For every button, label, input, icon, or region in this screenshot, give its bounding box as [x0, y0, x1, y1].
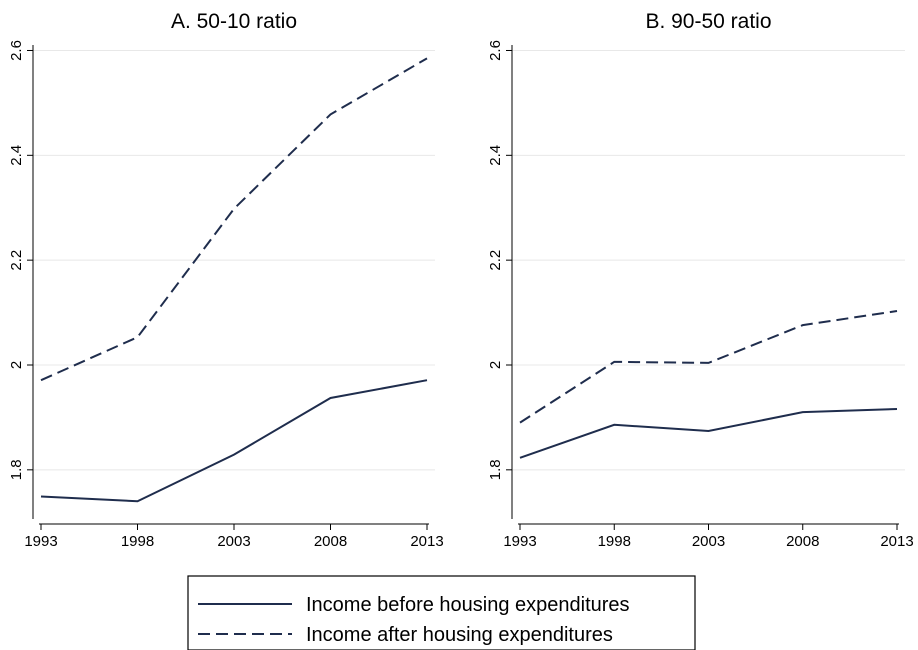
y-tick-label: 2 — [487, 361, 504, 369]
legend-box — [187, 575, 696, 650]
y-tick-label: 2.2 — [487, 250, 504, 271]
x-tick-label: 2003 — [692, 533, 725, 550]
legend-label: Income before housing expenditures — [306, 594, 630, 616]
y-tick-label: 2.2 — [8, 250, 25, 271]
x-tick-label: 2003 — [217, 533, 250, 550]
x-tick-label: 2013 — [880, 533, 913, 550]
y-tick-label: 2.6 — [8, 40, 25, 61]
chart-title: A. 50-10 ratio — [171, 10, 297, 33]
data-line — [40, 57, 428, 382]
y-tick-label: 2.4 — [487, 145, 504, 166]
y-tick-label: 1.8 — [8, 459, 25, 480]
chart-title: B. 90-50 ratio — [645, 10, 771, 33]
y-tick-label: 2.4 — [8, 145, 25, 166]
data-line — [40, 379, 428, 503]
x-tick-label: 2013 — [410, 533, 443, 550]
data-line — [519, 408, 898, 459]
x-tick-label: 1993 — [24, 533, 57, 550]
y-tick-label: 2 — [8, 361, 25, 369]
x-tick-label: 1993 — [503, 533, 536, 550]
y-tick-label: 1.8 — [487, 459, 504, 480]
y-tick-label: 2.6 — [487, 40, 504, 61]
x-tick-label: 2008 — [786, 533, 819, 550]
x-tick-label: 1998 — [598, 533, 631, 550]
x-tick-label: 1998 — [121, 533, 154, 550]
x-tick-label: 2008 — [314, 533, 347, 550]
data-line — [519, 310, 898, 424]
legend-label: Income after housing expenditures — [306, 624, 613, 646]
